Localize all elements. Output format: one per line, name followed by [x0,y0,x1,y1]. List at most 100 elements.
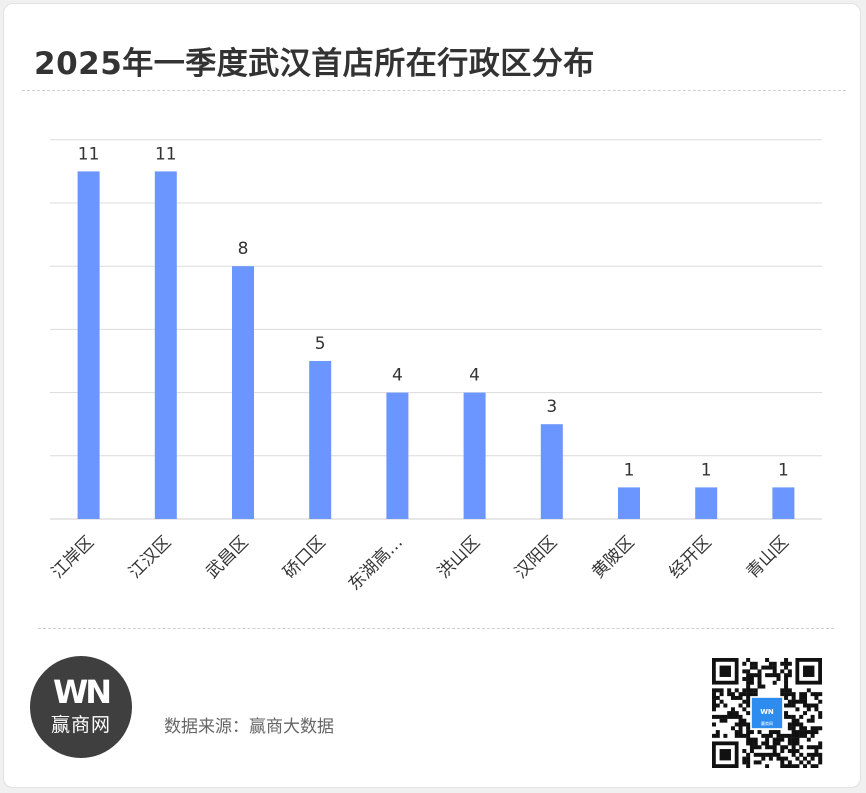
qr-module [818,699,823,704]
qr-module [734,733,739,738]
qr-module [810,718,815,723]
qr-module [784,676,789,681]
qr-module [818,711,823,716]
qr-module [818,714,823,719]
qr-module [791,733,796,738]
qr-module [765,737,770,742]
qr-module [712,688,716,693]
qr-module [765,752,770,757]
qr-module [818,760,823,765]
qr-module [791,726,796,731]
qr-module [795,730,800,735]
qr-module [799,726,804,731]
qr-module [727,692,732,697]
qr-module [738,703,743,708]
data-label: 3 [546,397,557,417]
qr-module [749,665,754,670]
qr-module [742,722,747,727]
qr-module [742,661,747,666]
bar [618,487,640,519]
chart-card: 2025年一季度武汉首店所在行政区分布 11 江岸区 11 江汉区 8 武昌区 5 硚口区 4 东… [3,3,861,788]
qr-module [742,756,747,761]
qr-module [814,745,819,750]
qr-module [761,733,766,738]
qr-module [738,692,743,697]
logo-mark: WN [52,673,112,711]
bar [463,392,486,519]
qr-module [806,752,811,757]
qr-module [730,714,735,719]
qr-module [753,661,758,666]
qr-module [757,680,762,685]
qr-module [746,680,751,685]
x-tick-label: 硚口区 [280,532,330,582]
qr-module [738,695,743,700]
qr-module [742,676,747,681]
qr-module [803,730,808,735]
qr-module [803,764,808,768]
qr-module [818,756,823,761]
qr-module [768,752,773,757]
qr-module [715,714,720,719]
qr-module [806,703,811,708]
qr-module [772,745,777,750]
x-tick-label: 江汉区 [125,532,175,582]
qr-module [803,756,808,761]
qr-module [806,745,811,750]
qr-module [795,733,800,738]
qr-module [772,665,777,670]
qr-module [753,665,758,670]
x-tick-label: 洪山区 [434,532,484,582]
qr-module [753,741,758,746]
qr-module [742,718,747,723]
qr-module [772,730,777,735]
data-label: 8 [238,239,249,259]
qr-module [738,730,743,735]
qr-module [746,737,751,742]
qr-module [791,699,796,704]
qr-module [799,733,804,738]
qr-module [787,764,792,768]
qr-module [772,669,777,674]
qr-module [749,741,754,746]
qr-module [746,756,751,761]
qr-module [753,737,758,742]
qr-module [814,726,819,731]
qr-module [742,669,747,674]
qr-module [719,699,724,704]
qr-module [746,733,751,738]
qr-module [780,760,785,765]
qr-module [715,695,720,700]
bar [772,487,795,519]
qr-module [787,688,792,693]
qr-module [761,756,766,761]
qr-module [746,669,751,674]
qr-module [787,722,792,727]
qr-module [780,737,785,742]
x-tick-label: 经开区 [666,532,716,582]
bar [695,487,718,519]
qr-module [799,699,804,704]
qr-module [765,665,770,670]
qr-finder [719,665,731,677]
qr-module [715,703,720,708]
qr-module [791,764,796,768]
qr-module [780,661,785,666]
qr-module [784,673,789,678]
qr-module [719,714,724,719]
qr-module [757,752,762,757]
qr-module [803,726,808,731]
qr-finder [719,749,731,761]
qr-module [712,733,716,738]
qr-module [791,714,796,719]
qr-module [761,752,766,757]
qr-module [746,711,751,716]
qr-module [746,764,751,768]
qr-module [795,756,800,761]
qr-module [742,688,747,693]
qr-module [749,749,754,754]
qr-module [712,707,716,712]
qr-module [765,673,770,678]
qr-module [749,676,754,681]
winshang-logo: WN 赢商网 [30,656,132,758]
